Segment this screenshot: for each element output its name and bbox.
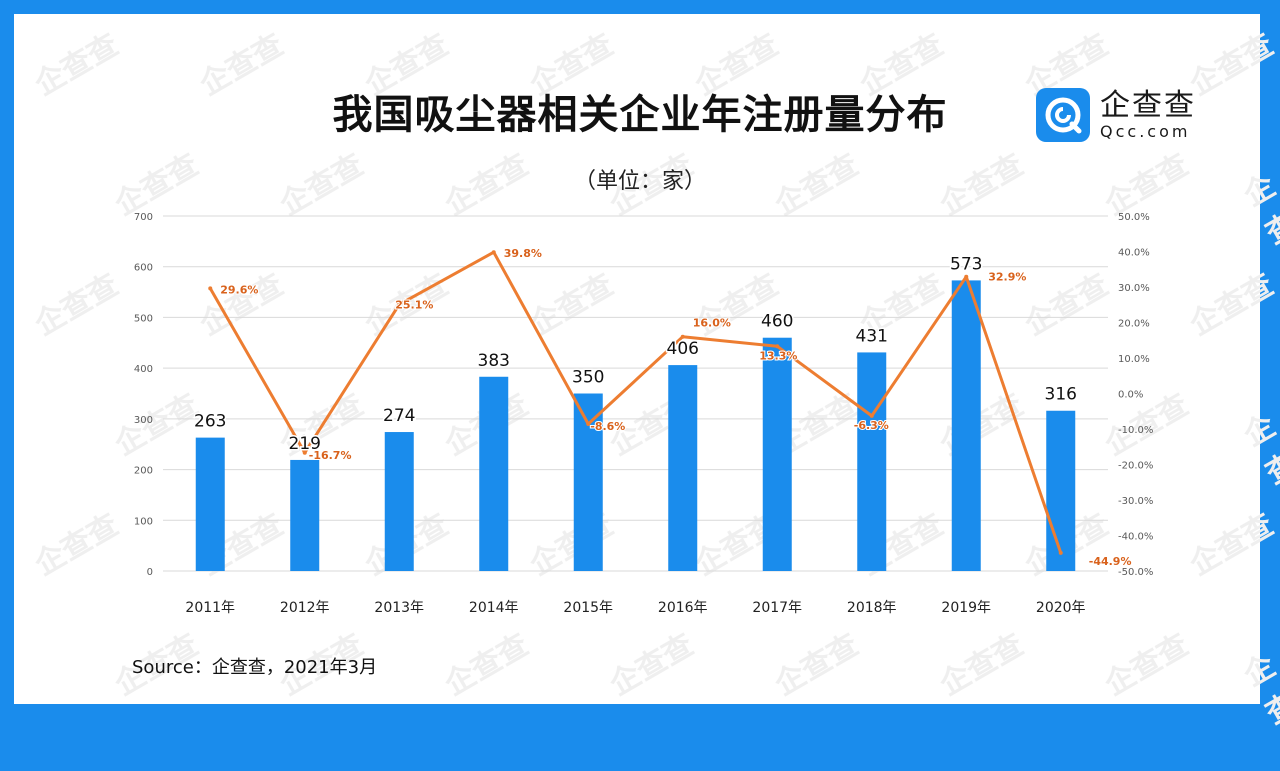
growth-rate-point bbox=[869, 413, 874, 418]
logo-name: 企查查 bbox=[1100, 87, 1196, 123]
chart-title: 我国吸尘器相关企业年注册量分布 bbox=[332, 92, 948, 138]
growth-rate-point bbox=[964, 274, 969, 279]
x-tick-label: 2020年 bbox=[1036, 600, 1086, 616]
combo-chart: 0 100 200 300 400 500 600 700 -50.0% -40.0% -30.0%… bbox=[134, 212, 1153, 616]
bar-value-label: 573 bbox=[950, 254, 982, 274]
y-left-tick-label: 200 bbox=[134, 466, 153, 477]
x-tick-label: 2016年 bbox=[658, 600, 708, 616]
bar-value-label: 263 bbox=[194, 412, 226, 432]
bar-value-label: 316 bbox=[1045, 385, 1077, 405]
source-note: Source：企查查，2021年3月 bbox=[132, 657, 378, 678]
line-value-label: 16.0% bbox=[693, 317, 731, 330]
y-right-tick-label: 50.0% bbox=[1118, 212, 1150, 223]
bar bbox=[479, 376, 509, 571]
x-tick-label: 2013年 bbox=[374, 600, 424, 616]
x-tick-label: 2019年 bbox=[941, 600, 991, 616]
line-value-label: -44.9% bbox=[1089, 555, 1132, 568]
brand-logo: 企查查 Qcc.com bbox=[1036, 88, 1196, 142]
bar-value-label: 460 bbox=[761, 312, 793, 332]
y-right-tick-label: -50.0% bbox=[1118, 567, 1153, 578]
bar bbox=[195, 437, 225, 571]
y-left-tick-label: 500 bbox=[134, 313, 153, 324]
line-value-label: 29.6% bbox=[220, 283, 258, 296]
growth-rate-line bbox=[208, 250, 1063, 554]
y-right-tick-label: -40.0% bbox=[1118, 532, 1153, 543]
growth-rate-point bbox=[491, 250, 496, 255]
y-right-tick-label: -30.0% bbox=[1118, 496, 1153, 507]
bar-value-label: 406 bbox=[667, 339, 699, 359]
y-left-tick-label: 100 bbox=[134, 516, 153, 527]
y-right-tick-label: 10.0% bbox=[1118, 354, 1150, 365]
line-value-label: 13.3% bbox=[759, 349, 797, 362]
growth-rate-point bbox=[302, 450, 307, 455]
line-value-label: 39.8% bbox=[504, 247, 542, 260]
bar bbox=[857, 352, 887, 571]
y-right-tick-label: 0.0% bbox=[1118, 390, 1143, 401]
x-tick-label: 2015年 bbox=[563, 600, 613, 616]
y-right-tick-label: 20.0% bbox=[1118, 319, 1150, 330]
growth-rate-point bbox=[586, 422, 591, 427]
bar bbox=[290, 459, 320, 571]
bar bbox=[762, 337, 792, 571]
x-tick-label: 2012年 bbox=[280, 600, 330, 616]
x-tick-label: 2014年 bbox=[469, 600, 519, 616]
y-left-tick-label: 700 bbox=[134, 212, 153, 223]
chart-subtitle: （单位：家） bbox=[573, 169, 706, 194]
line-value-label: -6.3% bbox=[854, 419, 889, 432]
x-tick-label: 2018年 bbox=[847, 600, 897, 616]
bar-value-label: 350 bbox=[572, 368, 604, 388]
bar bbox=[384, 432, 414, 571]
bar-value-label: 383 bbox=[478, 351, 510, 371]
line-value-label: -16.7% bbox=[309, 449, 352, 462]
line-value-label: 32.9% bbox=[988, 271, 1026, 284]
growth-rate-point bbox=[680, 334, 685, 339]
bar-value-label: 219 bbox=[289, 434, 321, 454]
logo-url: Qcc.com bbox=[1100, 121, 1191, 141]
bar bbox=[951, 280, 981, 571]
bar bbox=[668, 365, 698, 571]
growth-rate-point bbox=[397, 302, 402, 307]
bar bbox=[1046, 410, 1076, 571]
qcc-logo-icon bbox=[1036, 88, 1090, 142]
bar-value-label: 431 bbox=[856, 326, 888, 346]
x-tick-label: 2011年 bbox=[185, 600, 235, 616]
y-left-tick-label: 400 bbox=[134, 364, 153, 375]
y-left-tick-label: 300 bbox=[134, 415, 153, 426]
growth-rate-point bbox=[1058, 550, 1063, 555]
y-left-tick-label: 600 bbox=[134, 263, 153, 274]
y-right-tick-label: -10.0% bbox=[1118, 425, 1153, 436]
x-tick-label: 2017年 bbox=[752, 600, 802, 616]
line-value-label: 25.1% bbox=[395, 298, 433, 311]
bar-value-label: 274 bbox=[383, 406, 415, 426]
growth-rate-point bbox=[775, 344, 780, 349]
y-right-tick-label: 30.0% bbox=[1118, 283, 1150, 294]
line-value-label: -8.6% bbox=[590, 420, 625, 433]
y-left-tick-label: 0 bbox=[147, 567, 153, 578]
y-right-tick-label: -20.0% bbox=[1118, 461, 1153, 472]
growth-rate-point bbox=[208, 286, 213, 291]
y-right-tick-label: 40.0% bbox=[1118, 248, 1150, 259]
